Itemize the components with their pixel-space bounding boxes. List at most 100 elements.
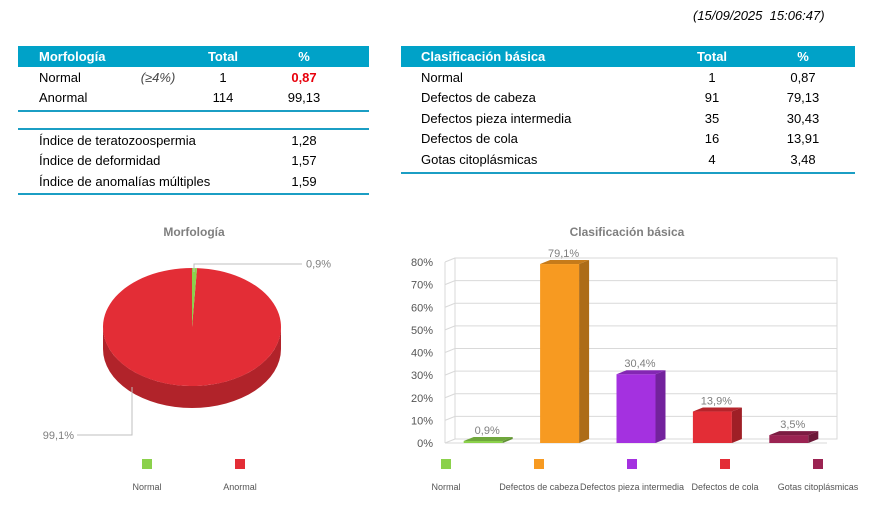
row-label: Defectos de cabeza [421,90,536,106]
header-total: Total [696,49,728,64]
bar-grid-diag [444,393,456,399]
bar-1-top [540,260,590,265]
bar-legend-swatch [627,459,637,469]
report-timestamp: (15/09/2025 15:06:47) [693,8,825,23]
index-label: Índice de deformidad [39,153,161,169]
index-value: 1,57 [291,153,317,169]
pie-chart-title: Morfología [163,225,225,239]
bar-grid-diag [444,438,456,444]
row-pct: 13,91 [786,131,820,147]
bar-grid-diag [444,280,456,286]
header-pct: % [797,49,809,64]
bar-2-side [655,370,666,443]
bar-4-front [769,435,809,443]
bar-1-side [579,260,590,443]
bar-y-tick-label: 60% [411,302,433,314]
bar-y-tick-label: 50% [411,325,433,337]
header-classification: Clasificación básica [421,49,546,64]
table-row: Índice de teratozoospermia 1,28 [18,130,369,151]
table-row: Normal (≥4%) 1 0,87 [18,67,369,88]
row-pct: 3,48 [790,151,816,167]
row-total: 114 [212,90,234,106]
table-row: Defectos pieza intermedia 35 30,43 [401,108,855,129]
divider [401,171,855,174]
row-pct: 99,13 [287,90,321,106]
pie-slice-normal [192,268,198,327]
pie-legend-label: Normal [132,482,161,492]
bar-grid-diag [444,415,456,421]
index-label: Índice de teratozoospermia [39,132,196,148]
bar-y-tick-label: 20% [411,393,433,405]
classification-table: Clasificación básica Total % Normal 1 0,… [401,46,855,174]
table-row: Índice de deformidad 1,57 [18,151,369,172]
row-label: Normal [421,69,463,85]
morphology-pie-chart: Morfología 0,9% 99,1% Normal Anormal [43,225,331,493]
bar-3-top [692,407,742,412]
pie-data-label-anormal: 99,1% [43,430,74,442]
pie-leader-normal [193,263,302,272]
row-total: 1 [708,69,716,85]
bar-3-side [731,407,742,443]
index-value: 1,28 [291,132,317,148]
bar-data-label: 79,1% [548,248,579,260]
row-total: 4 [708,151,716,167]
bar-legend-swatch [441,459,451,469]
bar-data-label: 0,9% [475,425,500,437]
index-label: Índice de anomalías múltiples [39,173,211,189]
pie-legend-swatch [142,459,152,469]
row-label: Gotas citoplásmicas [421,151,538,167]
bar-data-label: 3,5% [780,419,805,431]
bar-data-label: 30,4% [624,358,655,370]
row-total: 35 [704,110,720,126]
bar-legend-swatch [813,459,823,469]
bar-4-top [769,431,819,436]
bar-1-front [540,264,580,443]
pie-slice-anormal [102,268,281,386]
bar-legend-label: Defectos de cabeza [499,482,579,492]
row-label: Defectos pieza intermedia [421,110,572,126]
bar-3-front [692,411,732,443]
table-row: Defectos de cabeza 91 79,13 [401,88,855,109]
pie-plot-area: 0,9% 99,1% Normal Anormal [43,259,331,493]
bar-grid-diag [444,370,456,376]
header-pct: % [298,49,310,64]
bar-grid-diag [444,325,456,331]
bar-legend-swatch [534,459,544,469]
table-row: Gotas citoplásmicas 4 3,48 [401,149,855,170]
row-total: 16 [704,131,720,147]
pie-slice-side [103,327,281,408]
pie-legend-label: Anormal [223,482,257,492]
bar-legend-label: Defectos pieza intermedia [580,482,684,492]
bar-y-tick-label: 0% [417,438,433,450]
table-row: Normal 1 0,87 [401,67,855,88]
row-label: Normal [39,69,81,85]
bar-legend-swatch [720,459,730,469]
divider [18,110,369,112]
header-total: Total [207,49,239,64]
table-row: Índice de anomalías múltiples 1,59 [18,171,369,192]
row-total: 91 [704,90,720,106]
row-pct: 30,43 [786,110,820,126]
bar-legend-label: Defectos de cola [691,482,758,492]
bar-2-front [616,374,656,443]
bar-data-label: 13,9% [701,396,732,408]
row-pct: 79,13 [786,90,820,106]
bar-plot-area: 0% 10% 20% 30% 40% 50% 60% 70% 80% 0,9% Normal 79,1… [411,248,859,492]
bar-y-tick-label: 30% [411,370,433,382]
divider [18,192,369,195]
row-pct: 0,87 [790,69,816,85]
bar-legend-label: Gotas citoplásmicas [778,482,859,492]
bar-y-tick-label: 80% [411,257,433,269]
bar-4-side [808,431,819,443]
bar-0-top [463,436,513,441]
bar-y-tick-label: 70% [411,280,433,292]
table-row: Anormal 114 99,13 [18,88,369,109]
morphology-table-header: Morfología Total % [18,46,369,67]
row-pct-highlight: 0,87 [291,69,317,85]
morphology-table: Morfología Total % Normal (≥4%) 1 0,87 A… [18,46,369,112]
divider [18,128,369,130]
row-note: (≥4%) [140,69,176,85]
bar-grid-diag [444,348,456,353]
row-total: 1 [219,69,227,85]
bar-chart-title: Clasificación básica [570,225,685,239]
